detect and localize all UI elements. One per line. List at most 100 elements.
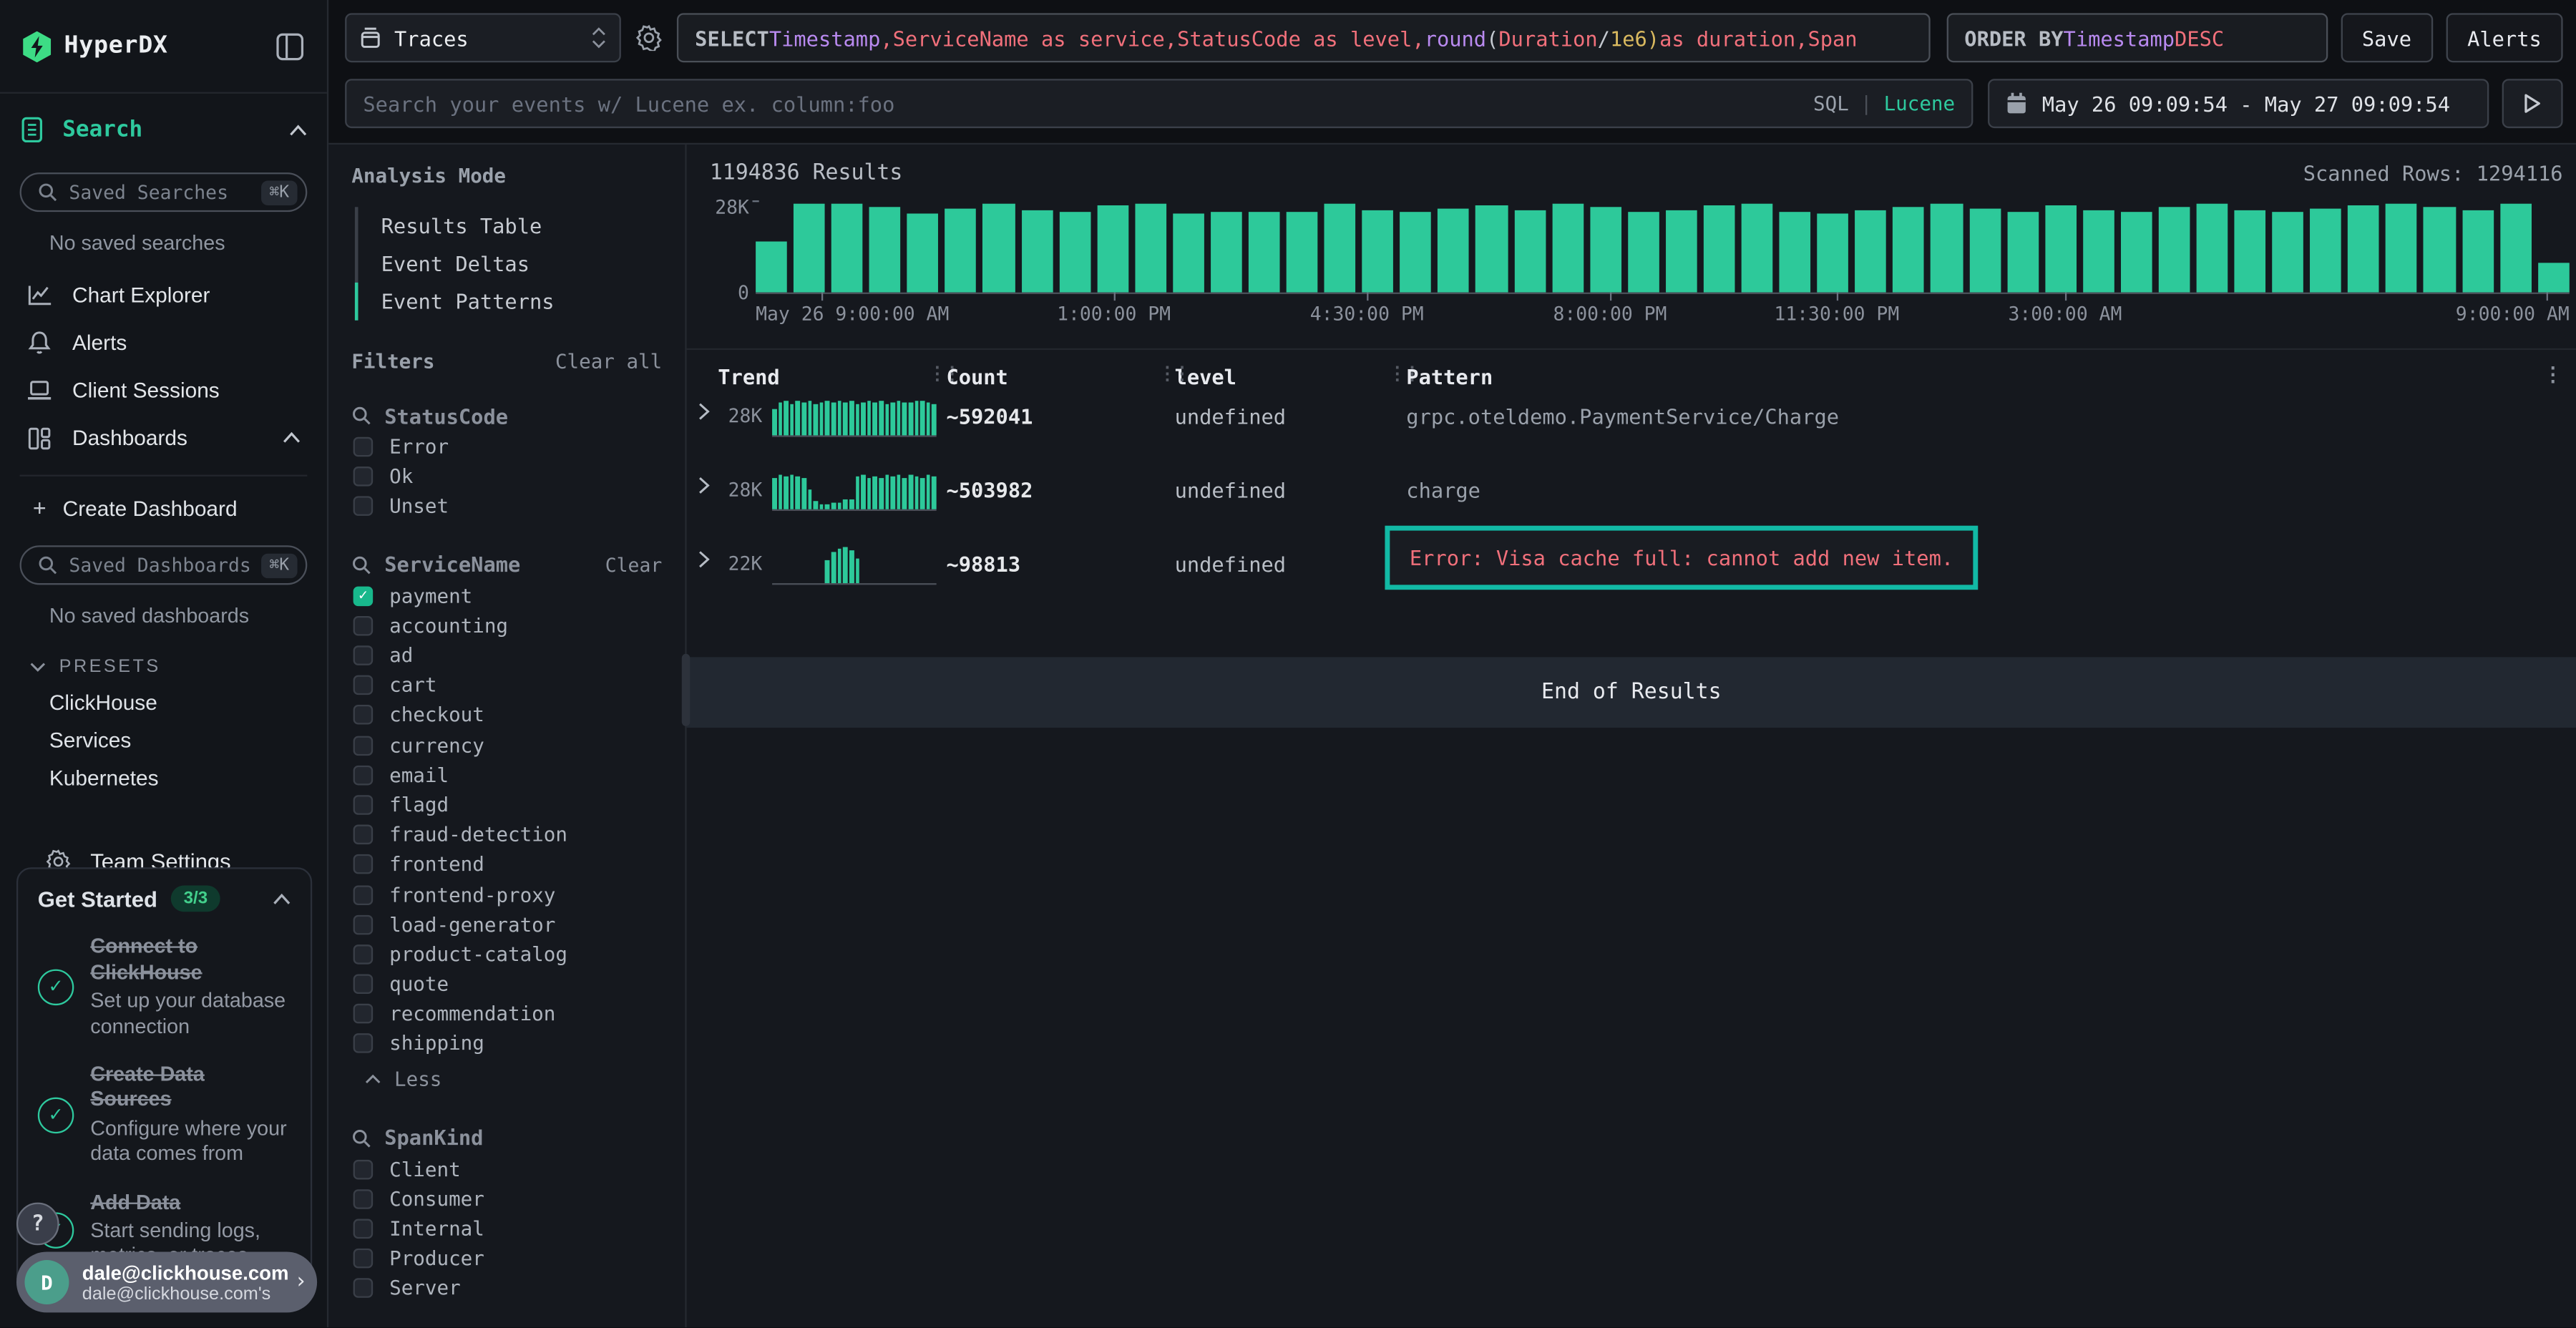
table-options-icon[interactable]: ⋮ [2543, 363, 2563, 386]
clear-all-filters-button[interactable]: Clear all [555, 350, 662, 373]
checkbox[interactable] [353, 855, 374, 875]
user-menu[interactable]: D dale@clickhouse.com dale@clickhouse.co… [16, 1251, 317, 1312]
checkbox[interactable] [353, 675, 374, 695]
filter-option-load-generator[interactable]: load-generator [351, 909, 662, 939]
expand-row-icon[interactable] [698, 402, 710, 420]
get-started-step[interactable]: ✓Create Data SourcesConfigure where your… [38, 1063, 291, 1167]
checkbox[interactable] [353, 437, 374, 457]
checkbox[interactable] [353, 497, 374, 517]
run-query-button[interactable] [2502, 79, 2563, 128]
date-range-picker[interactable]: May 26 09:09:54 - May 27 09:09:54 [1988, 79, 2489, 128]
preset-item-services[interactable]: Services [20, 721, 308, 759]
sql-mode-label[interactable]: SQL [1813, 92, 1849, 115]
column-drag-handle-icon[interactable]: ⋮⋮ [1388, 363, 1418, 384]
checkbox[interactable] [353, 975, 374, 995]
checkbox[interactable] [353, 467, 374, 487]
sidebar-item-chart-explorer[interactable]: Chart Explorer [20, 271, 308, 319]
column-header-pattern[interactable]: Pattern [1406, 365, 1493, 389]
checkbox[interactable] [353, 645, 374, 665]
show-less-toggle[interactable]: Less [351, 1062, 662, 1095]
search-icon[interactable] [351, 1128, 371, 1148]
analysis-mode-event-deltas[interactable]: Event Deltas [358, 245, 663, 283]
filter-option-recommendation[interactable]: recommendation [351, 999, 662, 1029]
filter-option-unset[interactable]: Unset [351, 492, 662, 522]
checkbox[interactable] [353, 914, 374, 934]
checkbox[interactable] [353, 736, 374, 756]
saved-searches-input[interactable]: Saved Searches ⌘K [20, 172, 308, 212]
analysis-mode-results-table[interactable]: Results Table [358, 207, 663, 245]
analysis-mode-event-patterns[interactable]: Event Patterns [358, 283, 663, 321]
highlighted-error-pattern[interactable]: Error: Visa cache full: cannot add new i… [1385, 526, 1978, 590]
lucene-mode-label[interactable]: Lucene [1884, 92, 1956, 115]
column-drag-handle-icon[interactable]: ⋮⋮ [1158, 363, 1188, 384]
filter-option-producer[interactable]: Producer [351, 1244, 662, 1274]
checkbox[interactable] [353, 1159, 374, 1179]
checkbox[interactable] [353, 1189, 374, 1209]
table-row[interactable]: 28K~592041undefinedgrpc.oteldemo.Payment… [687, 394, 2576, 468]
checkbox[interactable] [353, 825, 374, 845]
checkbox[interactable] [353, 884, 374, 904]
events-histogram[interactable] [756, 200, 2570, 293]
filter-option-flagd[interactable]: flagd [351, 790, 662, 820]
presets-toggle[interactable]: PRESETS [20, 644, 308, 683]
checkbox[interactable] [353, 1249, 374, 1269]
checkbox[interactable] [353, 765, 374, 785]
order-by-editor[interactable]: ORDER BY Timestamp DESC [1946, 13, 2328, 62]
sidebar-item-search[interactable]: Search [20, 104, 308, 156]
expand-row-icon[interactable] [698, 550, 710, 568]
filter-option-currency[interactable]: currency [351, 731, 662, 761]
checkbox[interactable] [353, 616, 374, 636]
filter-option-cart[interactable]: cart [351, 670, 662, 700]
event-search-input[interactable]: Search your events w/ Lucene ex. column:… [345, 79, 1973, 128]
create-dashboard-button[interactable]: + Create Dashboard [20, 487, 308, 529]
filter-option-consumer[interactable]: Consumer [351, 1184, 662, 1214]
filter-option-checkout[interactable]: checkout [351, 700, 662, 731]
filter-option-server[interactable]: Server [351, 1274, 662, 1304]
source-settings-button[interactable] [621, 24, 677, 51]
save-button[interactable]: Save [2341, 13, 2433, 62]
help-button[interactable]: ? [16, 1203, 59, 1246]
panel-resize-handle[interactable] [682, 654, 690, 726]
checkbox[interactable] [353, 706, 374, 726]
preset-item-kubernetes[interactable]: Kubernetes [20, 759, 308, 797]
filter-option-client[interactable]: Client [351, 1154, 662, 1184]
search-icon[interactable] [351, 406, 371, 426]
filter-option-payment[interactable]: ✓payment [351, 581, 662, 611]
query-language-toggle[interactable]: SQL | Lucene [1813, 92, 1955, 115]
filter-option-product-catalog[interactable]: product-catalog [351, 939, 662, 970]
expand-row-icon[interactable] [698, 477, 710, 494]
filter-option-internal[interactable]: Internal [351, 1214, 662, 1244]
search-icon[interactable] [351, 555, 371, 575]
chevron-up-icon[interactable] [273, 893, 291, 904]
filter-option-error[interactable]: Error [351, 432, 662, 462]
saved-dashboards-input[interactable]: Saved Dashboards ⌘K [20, 545, 308, 585]
clear-group-button[interactable]: Clear [605, 553, 662, 576]
filter-option-accounting[interactable]: accounting [351, 611, 662, 641]
checkbox[interactable] [353, 1004, 374, 1024]
sidebar-item-alerts[interactable]: Alerts [20, 318, 308, 366]
table-row[interactable]: 22K~98813undefinedError: Visa cache full… [687, 542, 2576, 616]
source-select[interactable]: Traces [345, 13, 621, 62]
filter-option-fraud-detection[interactable]: fraud-detection [351, 820, 662, 850]
checkbox[interactable] [353, 944, 374, 965]
filter-option-ok[interactable]: Ok [351, 462, 662, 492]
filter-option-frontend-proxy[interactable]: frontend-proxy [351, 879, 662, 909]
get-started-step[interactable]: ✓Connect to ClickHouseSet up your databa… [38, 934, 291, 1039]
checkbox[interactable] [353, 795, 374, 815]
column-header-trend[interactable]: Trend [718, 365, 779, 389]
filter-option-frontend[interactable]: frontend [351, 850, 662, 880]
checkbox[interactable] [353, 1034, 374, 1054]
filter-option-quote[interactable]: quote [351, 970, 662, 1000]
checkbox[interactable] [353, 1219, 374, 1239]
filter-option-shipping[interactable]: shipping [351, 1029, 662, 1059]
preset-item-clickhouse[interactable]: ClickHouse [20, 683, 308, 721]
sql-query-editor[interactable]: SELECT Timestamp, ServiceName as service… [677, 13, 1930, 62]
sidebar-item-dashboards[interactable]: Dashboards [20, 414, 308, 462]
checkbox-checked[interactable]: ✓ [353, 586, 374, 606]
filter-option-ad[interactable]: ad [351, 640, 662, 670]
filter-option-email[interactable]: email [351, 760, 662, 790]
collapse-sidebar-icon[interactable] [276, 32, 304, 60]
sidebar-item-client-sessions[interactable]: Client Sessions [20, 366, 308, 414]
column-drag-handle-icon[interactable]: ⋮⋮ [928, 363, 957, 384]
alerts-button[interactable]: Alerts [2446, 13, 2562, 62]
